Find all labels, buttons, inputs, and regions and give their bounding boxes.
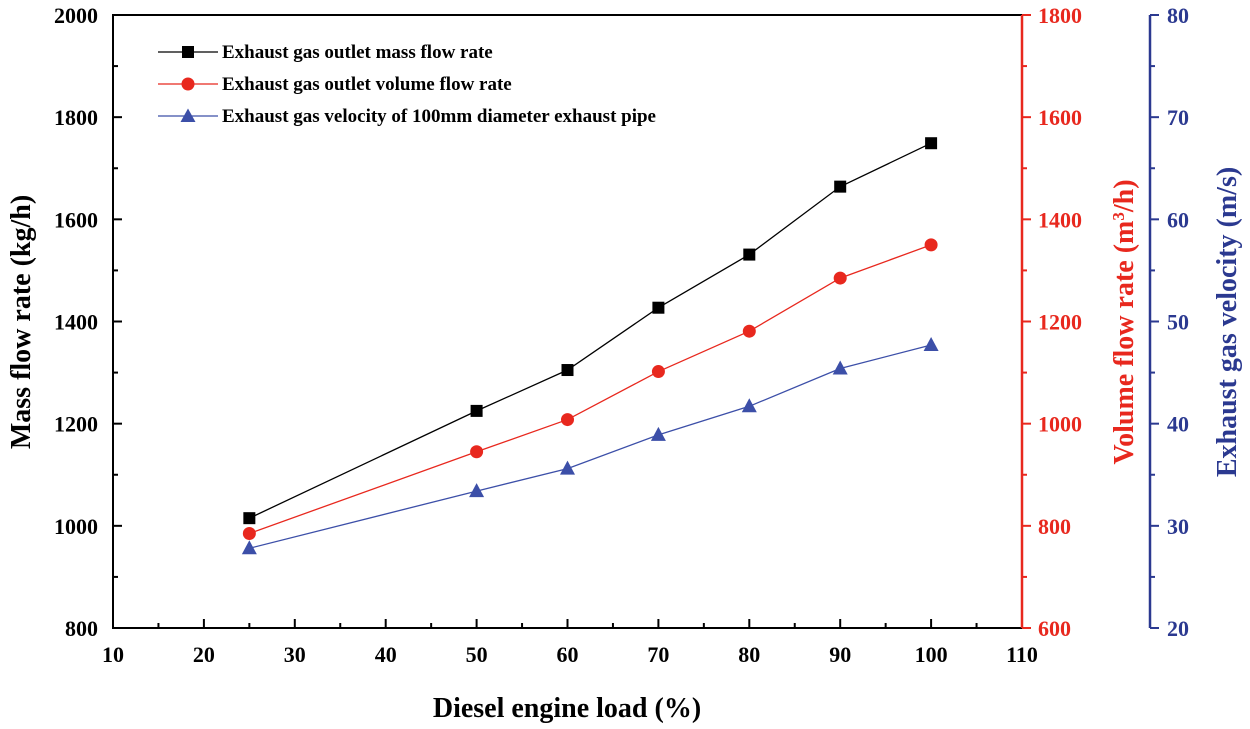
x-axis-title: Diesel engine load (%) [433, 693, 701, 724]
left-tick-label: 1800 [54, 105, 98, 130]
data-point-mass [743, 248, 756, 261]
right2-tick-label: 50 [1167, 310, 1189, 335]
data-point-volume [924, 238, 938, 252]
right1-tick-label: 1200 [1038, 310, 1082, 335]
x-tick-label: 80 [738, 642, 760, 667]
x-tick-label: 50 [466, 642, 488, 667]
data-point-velocity [650, 426, 666, 441]
legend-label-volume: Exhaust gas outlet volume flow rate [222, 74, 512, 95]
right1-tick-label: 600 [1038, 616, 1071, 641]
data-point-velocity [832, 360, 848, 375]
right2-tick-label: 70 [1167, 105, 1189, 130]
data-point-mass [470, 404, 483, 417]
right1-tick-label: 1400 [1038, 207, 1082, 232]
x-tick-label: 90 [829, 642, 851, 667]
data-point-velocity [469, 483, 485, 498]
right1-tick-label: 1600 [1038, 105, 1082, 130]
data-point-volume [742, 324, 756, 338]
legend-marker-volume [181, 77, 195, 91]
x-tick-label: 60 [557, 642, 579, 667]
data-point-mass [243, 512, 256, 525]
data-point-mass [652, 301, 665, 314]
right2-tick-label: 30 [1167, 514, 1189, 539]
right1-axis-title-tail: /h) [1109, 179, 1140, 213]
data-point-velocity [560, 460, 575, 475]
right2-tick-label: 40 [1167, 412, 1189, 437]
left-tick-label: 1000 [54, 514, 98, 539]
legend: Exhaust gas outlet mass flow rate Exhaus… [158, 42, 656, 127]
right1-axis-title-main: Volume flow rate (m [1109, 221, 1140, 465]
right1-tick-label: 800 [1038, 514, 1071, 539]
data-point-mass [561, 364, 574, 377]
legend-marker-mass [182, 46, 194, 58]
data-point-volume [470, 445, 484, 459]
right1-tick-label: 1000 [1038, 412, 1082, 437]
x-tick-label: 70 [647, 642, 669, 667]
series-layer [241, 137, 939, 555]
legend-label-mass: Exhaust gas outlet mass flow rate [222, 42, 493, 63]
x-tick-label: 40 [375, 642, 397, 667]
data-point-volume [561, 413, 574, 427]
left-tick-label: 1200 [54, 412, 98, 437]
right2-tick-label: 20 [1167, 616, 1189, 641]
right2-tick-label: 60 [1167, 207, 1189, 232]
ticks-layer: 10 20 30 40 50 60 70 80 90 100 110 800 1000 1200 1400 1… [54, 3, 1189, 667]
left-tick-label: 800 [65, 616, 98, 641]
left-axis-title: Mass flow rate (kg/h) [6, 195, 37, 449]
legend-label-velocity: Exhaust gas velocity of 100mm diameter e… [222, 106, 656, 127]
left-tick-label: 2000 [54, 3, 98, 28]
legend-marker-velocity [180, 108, 196, 122]
left-tick-label: 1600 [54, 207, 98, 232]
x-tick-label: 20 [193, 642, 215, 667]
data-point-volume [651, 365, 665, 379]
right1-axis-title-sup: 3 [1109, 212, 1128, 221]
right2-axis-title: Exhaust gas velocity (m/s) [1212, 167, 1243, 477]
series-line-1 [249, 244, 932, 535]
data-point-velocity [923, 336, 939, 351]
data-point-volume [242, 526, 256, 540]
left-tick-label: 1400 [54, 310, 98, 335]
x-tick-label: 110 [1006, 642, 1038, 667]
x-tick-label: 30 [284, 642, 306, 667]
data-point-volume [833, 271, 847, 285]
x-tick-label: 10 [102, 642, 124, 667]
data-point-mass [925, 137, 938, 150]
right1-axis-title: Volume flow rate (m3/h) [1109, 179, 1141, 464]
right2-tick-label: 80 [1167, 3, 1189, 28]
data-point-mass [834, 180, 847, 193]
data-point-velocity [741, 398, 757, 413]
data-point-velocity [241, 540, 257, 555]
series-line-0 [249, 142, 932, 519]
series-line-2 [249, 344, 932, 549]
x-tick-label: 100 [915, 642, 948, 667]
right1-tick-label: 1800 [1038, 3, 1082, 28]
